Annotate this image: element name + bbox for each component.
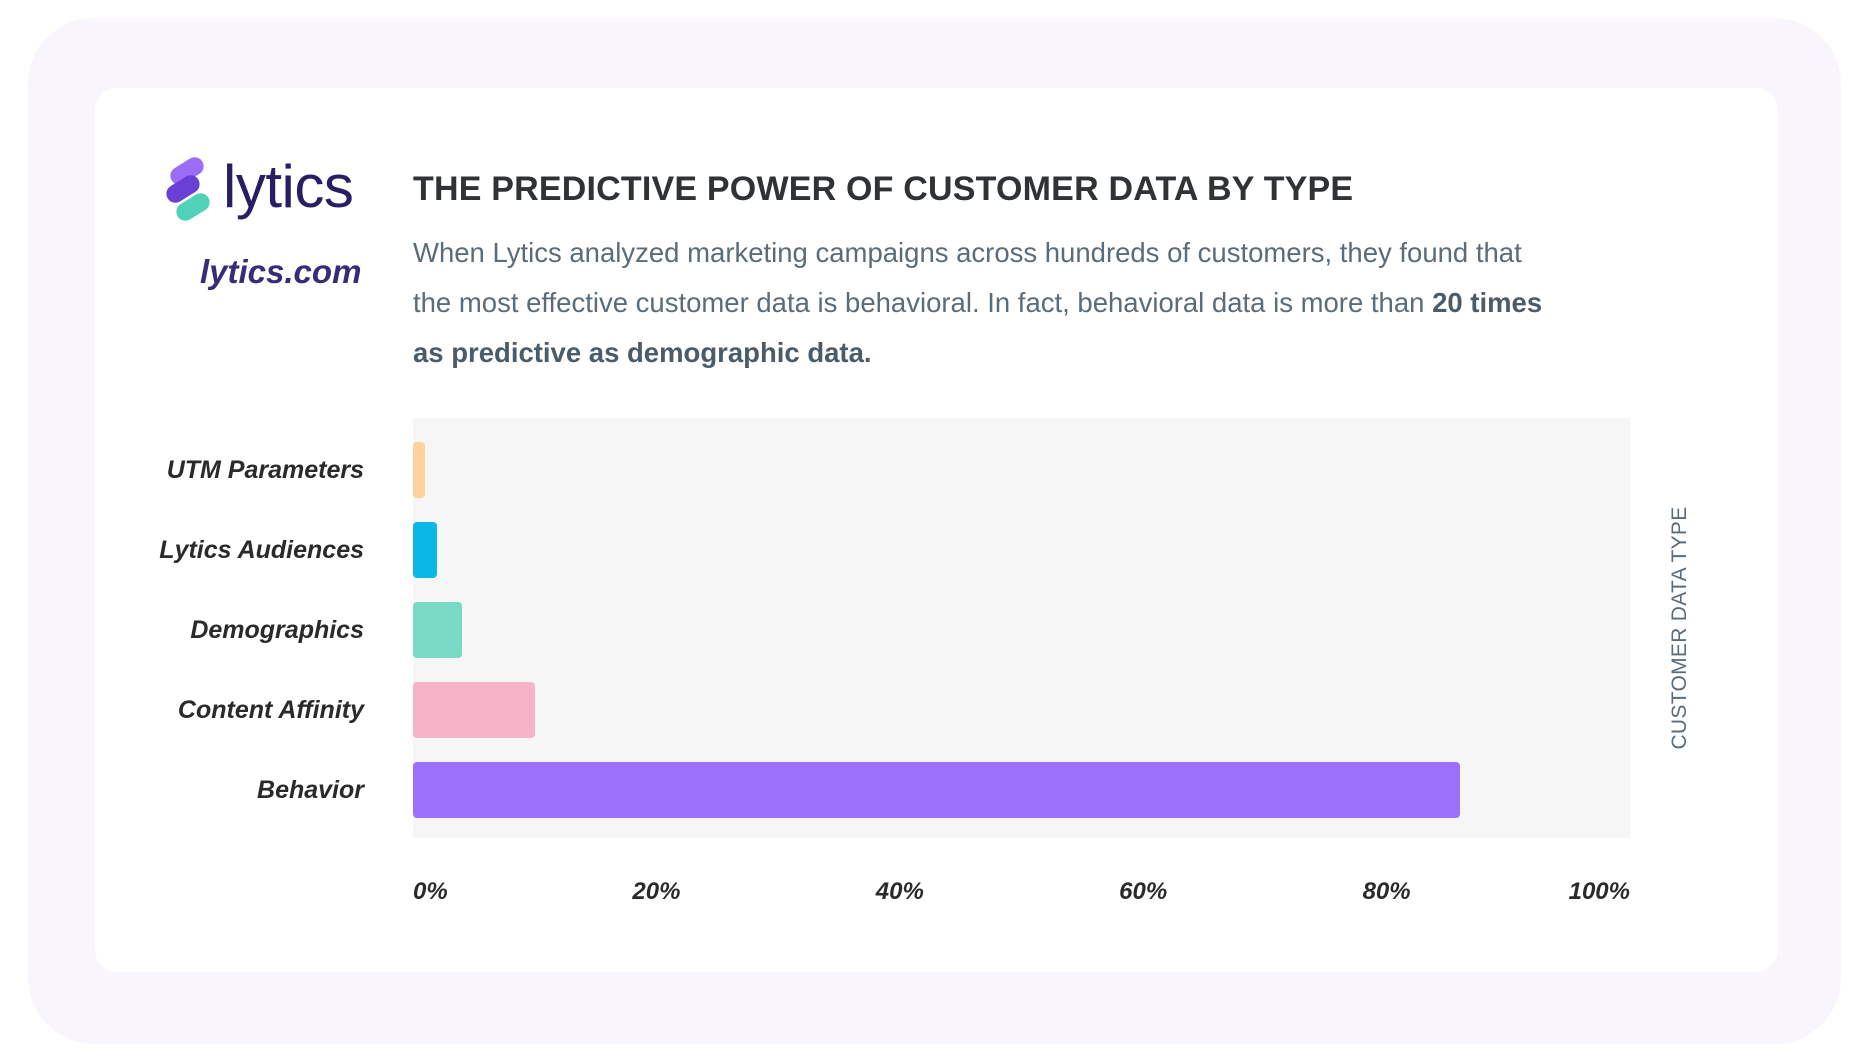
bar-lytics-audiences [413, 522, 438, 578]
chart-subtitle: When Lytics analyzed marketing campaigns… [413, 228, 1543, 378]
bar-utm-parameters [413, 442, 426, 498]
x-tick-label: 20% [632, 878, 681, 905]
category-label: UTM Parameters [166, 456, 364, 484]
lytics-logo-mark-icon [162, 153, 214, 225]
x-tick-label: 0% [413, 878, 448, 905]
category-label: Behavior [257, 776, 364, 804]
site-url: lytics.com [200, 253, 362, 290]
category-label: Lytics Audiences [159, 536, 364, 564]
subtitle-emphasis: 20 times as predictive as demographic da… [413, 287, 1543, 368]
category-label: Demographics [190, 616, 364, 644]
logo-wordmark: lytics [223, 153, 354, 220]
x-tick-label: 100% [1568, 878, 1630, 905]
bar-behavior [413, 762, 1460, 818]
chart-title: THE PREDICTIVE POWER OF CUSTOMER DATA BY… [413, 170, 1354, 208]
subtitle-text: When Lytics analyzed marketing campaigns… [413, 237, 1522, 318]
bar-content-affinity [413, 682, 535, 738]
bar-demographics [413, 602, 462, 658]
y-axis-title: CUSTOMER DATA TYPE [1668, 506, 1691, 750]
x-tick-label: 60% [1119, 878, 1168, 905]
x-tick-label: 80% [1362, 878, 1411, 905]
lytics-logo: lytics [162, 153, 378, 228]
category-label: Content Affinity [177, 696, 364, 724]
x-tick-label: 40% [875, 878, 924, 905]
